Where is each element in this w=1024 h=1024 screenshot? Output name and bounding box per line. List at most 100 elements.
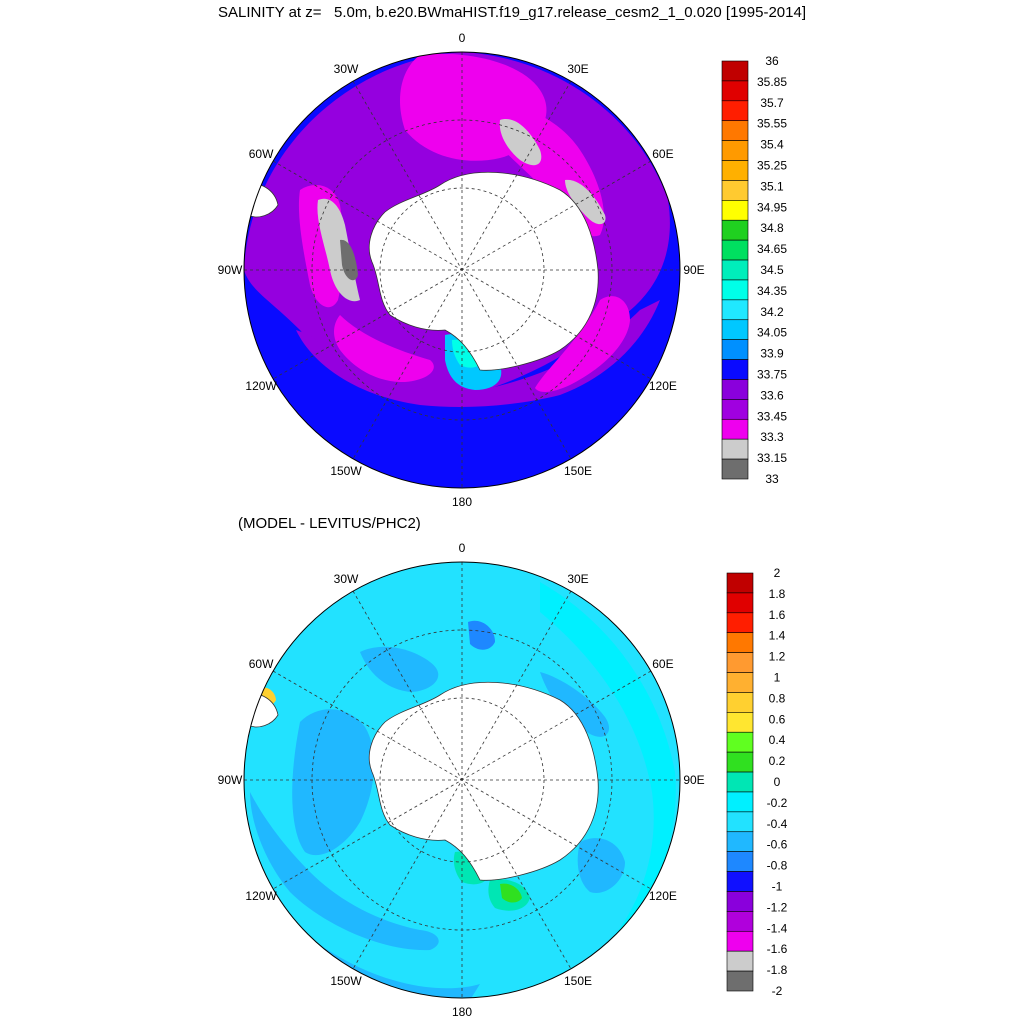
colorbar-label: -1: [772, 880, 783, 894]
longitude-label: 60E: [652, 657, 673, 671]
colorbar-label: 0.8: [769, 691, 786, 705]
longitude-label: 90E: [683, 263, 704, 277]
colorbar-label: 33.15: [757, 451, 787, 465]
longitude-label: 30E: [567, 62, 588, 76]
colorbar-swatch: [726, 871, 754, 892]
colorbar-swatch: [721, 140, 749, 161]
colorbar-swatch: [726, 712, 754, 733]
colorbar-swatch: [721, 180, 749, 201]
colorbar-label: 35.7: [760, 96, 784, 110]
colorbar-swatch: [726, 612, 754, 634]
colorbar-label: 35.25: [757, 159, 787, 173]
colorbar-swatch: [721, 219, 749, 241]
colorbar-swatch: [721, 60, 749, 82]
colorbar-label: 35.55: [757, 117, 787, 131]
colorbar-label: 35.85: [757, 75, 787, 89]
colorbar-label: 33.3: [760, 430, 784, 444]
longitude-label: 150W: [330, 974, 362, 988]
colorbar-label: 33: [765, 472, 779, 486]
colorbar-swatch: [726, 771, 754, 793]
colorbar-swatch: [721, 100, 749, 122]
colorbar-swatch: [726, 891, 754, 912]
colorbar-label: -1.8: [767, 963, 788, 977]
colorbar-label: 33.45: [757, 409, 787, 423]
longitude-labels: 0 30E 60E 90E 120E 150E 180 150W 120W 90W 60W 30W: [218, 541, 705, 1019]
colorbar-label: 1.8: [769, 587, 786, 601]
longitude-label: 60W: [249, 147, 274, 161]
colorbar-label: 0.2: [769, 754, 786, 768]
colorbar-swatch: [721, 160, 749, 181]
colorbar-label: -2: [772, 984, 783, 998]
colorbar-swatch: [726, 911, 754, 932]
colorbar-label: -1.4: [767, 921, 788, 935]
colorbar-swatch: [721, 319, 749, 340]
colorbar-swatch: [726, 632, 754, 653]
colorbar-label: 34.95: [757, 200, 787, 214]
colorbar-swatch: [721, 120, 749, 141]
colorbar-swatch: [726, 692, 754, 713]
colorbar-swatch: [726, 652, 754, 673]
longitude-label: 0: [459, 31, 466, 45]
colorbar-swatch: [721, 438, 749, 460]
colorbar-swatch: [721, 399, 749, 420]
colorbar-swatch: [721, 359, 749, 380]
longitude-label: 60E: [652, 147, 673, 161]
colorbar-label: 1.6: [769, 608, 786, 622]
colorbar-label: -0.4: [767, 817, 788, 831]
colorbar-label: 34.8: [760, 221, 784, 235]
colorbar-swatch: [726, 950, 754, 972]
colorbar-label: 1.4: [769, 629, 786, 643]
colorbar-label: -0.6: [767, 838, 788, 852]
colorbar-label: -0.8: [767, 859, 788, 873]
colorbar-swatch: [726, 831, 754, 852]
longitude-label: 0: [459, 541, 466, 555]
salinity-polar-map: 0 30E 60E 90E 120E 150E 180 150W 120W 90W 60W 30W 3…: [218, 31, 788, 509]
longitude-label: 120E: [649, 379, 677, 393]
difference-colorbar: 2 1.8 1.6 1.4 1.2 1 0.8 0.6 0.4 0.2 0 -0.2 -0.4 -0.6 -…: [726, 566, 788, 998]
colorbar-label: 2: [774, 566, 781, 580]
salinity-colorbar: 36 35.85 35.7 35.55 35.4 35.25 35.1 34.95 34.8 34…: [721, 54, 787, 486]
longitude-label: 90W: [218, 263, 243, 277]
longitude-label: 120W: [245, 379, 277, 393]
colorbar-label: 1: [774, 671, 781, 685]
longitude-label: 90W: [218, 773, 243, 787]
colorbar-swatch: [721, 379, 749, 400]
colorbar-swatch: [726, 851, 754, 872]
colorbar-swatch: [726, 572, 754, 594]
colorbar-swatch: [726, 751, 754, 773]
salinity-difference-polar-map: 0 30E 60E 90E 120E 150E 180 150W 120W 90W 60W 30W 2…: [218, 541, 788, 1019]
colorbar-swatch: [721, 339, 749, 360]
colorbar-label: 0.4: [769, 733, 786, 747]
colorbar-label: 36: [765, 54, 779, 68]
longitude-label: 60W: [249, 657, 274, 671]
longitude-label: 150E: [564, 974, 592, 988]
colorbar-swatch: [721, 239, 749, 261]
colorbar-label: 33.6: [760, 388, 784, 402]
colorbar-swatch: [726, 791, 754, 813]
bottom-plot-title: (MODEL - LEVITUS/PHC2): [238, 515, 421, 532]
plot-title: SALINITY at z= 5.0m, b.e20.BWmaHIST.f19_…: [218, 4, 806, 21]
colorbar-label: 34.5: [760, 263, 784, 277]
longitude-label: 30E: [567, 572, 588, 586]
colorbar-label: 0: [774, 775, 781, 789]
colorbar-label: 33.9: [760, 347, 784, 361]
colorbar-swatch: [721, 458, 749, 480]
colorbar-label: 33.75: [757, 368, 787, 382]
longitude-label: 30W: [334, 572, 359, 586]
longitude-label: 30W: [334, 62, 359, 76]
longitude-label: 150E: [564, 464, 592, 478]
longitude-label: 150W: [330, 464, 362, 478]
longitude-labels: 0 30E 60E 90E 120E 150E 180 150W 120W 90W 60W 30W: [218, 31, 705, 509]
colorbar-swatch: [721, 418, 749, 440]
colorbar-label: 35.1: [760, 179, 784, 193]
colorbar-label: 0.6: [769, 712, 786, 726]
colorbar-swatch: [726, 930, 754, 952]
longitude-label: 180: [452, 495, 472, 509]
colorbar-swatch: [721, 299, 749, 321]
longitude-label: 120E: [649, 889, 677, 903]
colorbar-swatch: [721, 80, 749, 102]
colorbar-label: -0.2: [767, 796, 788, 810]
colorbar-label: 1.2: [769, 650, 786, 664]
longitude-label: 90E: [683, 773, 704, 787]
colorbar-swatch: [721, 259, 749, 281]
